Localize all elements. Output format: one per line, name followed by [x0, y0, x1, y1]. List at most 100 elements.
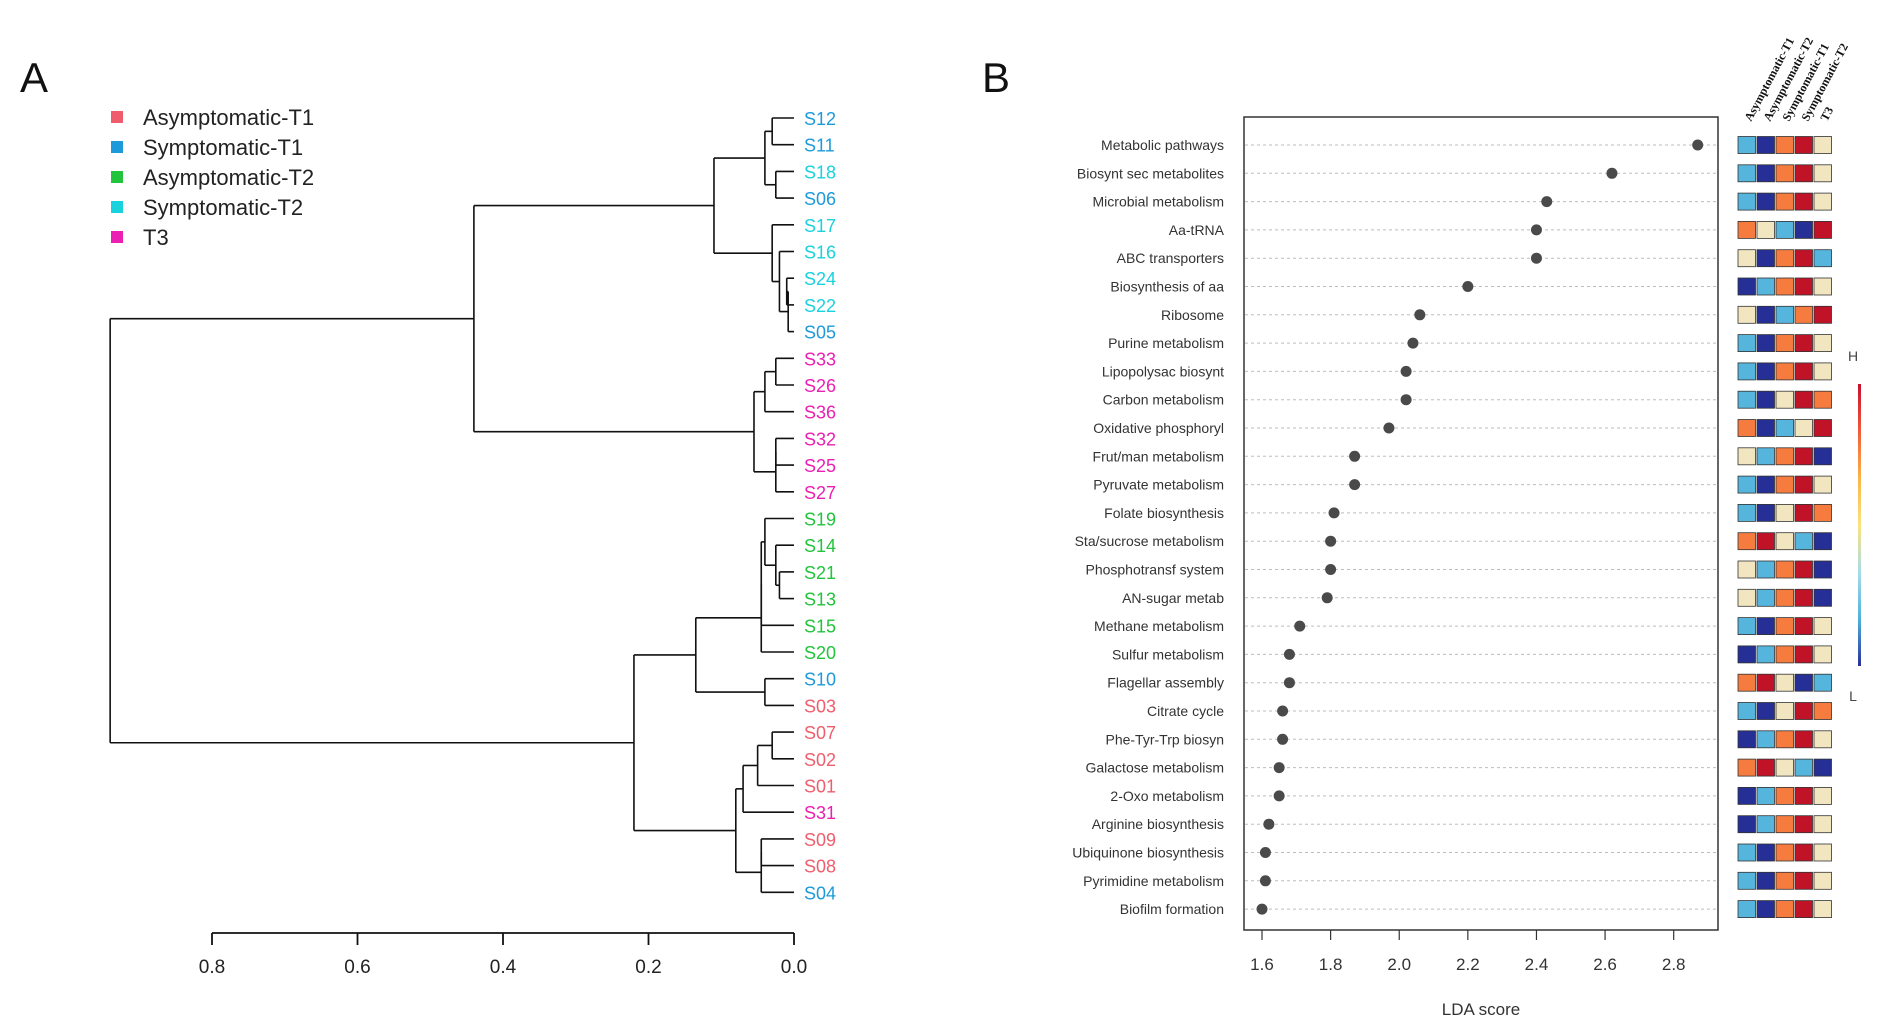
- x-tick-label: 2.4: [1525, 955, 1549, 974]
- heatmap-cell: [1737, 475, 1756, 494]
- leaf-label: S14: [804, 536, 836, 556]
- heatmap-cell: [1756, 305, 1775, 324]
- heatmap-cell: [1756, 645, 1775, 664]
- lda-point: [1325, 535, 1337, 547]
- axis-tick-label: 0.6: [344, 957, 370, 978]
- heatmap-cell: [1756, 532, 1775, 551]
- heatmap-cell: [1794, 702, 1813, 720]
- heatmap-cell: [1775, 249, 1794, 268]
- heatmap-cell: [1813, 419, 1832, 437]
- heatmap-cell: [1775, 277, 1794, 296]
- heatmap-cell: [1794, 617, 1813, 635]
- lda-point: [1462, 281, 1474, 292]
- leaf-label: S25: [804, 456, 836, 476]
- leaf-label: S16: [804, 243, 836, 263]
- heatmap-cell: [1794, 645, 1813, 664]
- leaf-label: S18: [804, 162, 836, 182]
- leaf-label: S20: [804, 643, 836, 663]
- heatmap-cell: [1775, 305, 1794, 324]
- heatmap-cell: [1813, 390, 1832, 409]
- heatmap-cell: [1775, 164, 1794, 183]
- heatmap-cell: [1794, 390, 1813, 409]
- heatmap-cell: [1813, 871, 1832, 890]
- legend-swatch: [111, 171, 123, 183]
- heatmap-cell: [1794, 334, 1813, 353]
- panel-b-label: B: [982, 54, 1010, 101]
- category-label: Biofilm formation: [1120, 901, 1224, 917]
- heatmap-cell: [1737, 645, 1756, 664]
- category-label: Metabolic pathways: [1101, 137, 1224, 153]
- lda-category-labels: Metabolic pathways Biosynt sec metabolite…: [1072, 137, 1224, 917]
- heatmap-cell: [1756, 617, 1775, 635]
- legend-label: Asymptomatic-T1: [143, 105, 314, 130]
- heatmap-cell: [1775, 560, 1794, 579]
- heatmap-cell: [1794, 900, 1813, 918]
- lda-point: [1400, 394, 1412, 406]
- heatmap-cell: [1737, 503, 1756, 522]
- lda-point: [1277, 733, 1289, 745]
- heatmap-cell: [1775, 730, 1794, 749]
- panel-a-label: A: [20, 54, 48, 101]
- leaf-label: S07: [804, 723, 836, 743]
- category-label: Flagellar assembly: [1107, 675, 1224, 691]
- category-label: Ribosome: [1161, 307, 1224, 323]
- leaf-label: S24: [804, 269, 836, 289]
- lda-point: [1541, 196, 1553, 208]
- heatmap-cell: [1813, 164, 1832, 183]
- leaf-label: S36: [804, 403, 836, 423]
- heatmap-cell: [1756, 447, 1775, 466]
- heatmap-cell: [1813, 475, 1832, 494]
- leaf-label: S15: [804, 616, 836, 636]
- heatmap-cell: [1775, 588, 1794, 607]
- heatmap-cell: [1775, 617, 1794, 635]
- heatmap-cell: [1813, 730, 1832, 749]
- heatmap-cell: [1775, 645, 1794, 664]
- x-tick-label: 2.6: [1593, 955, 1617, 974]
- colorbar-high-label: H: [1848, 348, 1858, 364]
- heatmap-cell: [1813, 447, 1832, 466]
- heatmap-cell: [1813, 532, 1832, 551]
- lda-point: [1273, 762, 1285, 774]
- heatmap-column-header: T3: [1817, 104, 1836, 123]
- colorbar: HL: [1848, 348, 1861, 704]
- heatmap-cell: [1737, 617, 1756, 635]
- category-label: Phosphotransf system: [1085, 562, 1224, 578]
- lda-point: [1325, 564, 1337, 575]
- heatmap-cell: [1813, 136, 1832, 154]
- heatmap-cell: [1813, 560, 1832, 579]
- heatmap-cell: [1775, 503, 1794, 522]
- heatmap-cell: [1813, 702, 1832, 720]
- dendrogram-leaf-labels: S12 S11 S18 S06 S17 S16 S24 S22 S05 S33 S26 S36 S32 S…: [804, 109, 836, 903]
- heatmap-cell: [1756, 758, 1775, 777]
- category-label: Biosynthesis of aa: [1110, 279, 1224, 295]
- heatmap-cell: [1794, 787, 1813, 805]
- heatmap-cell: [1737, 249, 1756, 268]
- lda-gridlines: [1245, 144, 1717, 910]
- heatmap-cell: [1737, 447, 1756, 466]
- lda-point: [1530, 224, 1542, 236]
- heatmap-cell: [1756, 277, 1775, 296]
- heatmap-cell: [1794, 277, 1813, 296]
- heatmap-cell: [1813, 617, 1832, 635]
- colorbar-low-label: L: [1849, 688, 1857, 704]
- heatmap-cell: [1794, 673, 1813, 692]
- heatmap-cell: [1737, 220, 1756, 239]
- leaf-label: S21: [804, 563, 836, 583]
- leaf-label: S04: [804, 883, 836, 903]
- category-label: Pyruvate metabolism: [1093, 477, 1224, 493]
- heatmap-cell: [1756, 419, 1775, 437]
- dendrogram-axis: 0.8 0.6 0.4 0.2 0.0: [199, 932, 807, 978]
- heatmap-cell: [1794, 815, 1813, 834]
- category-label: Galactose metabolism: [1085, 760, 1224, 776]
- heatmap-cell: [1756, 249, 1775, 268]
- heatmap-cell: [1794, 192, 1813, 211]
- heatmap-cell: [1737, 673, 1756, 692]
- axis-tick-label: 0.4: [490, 957, 517, 978]
- heatmap-cell: [1813, 645, 1832, 664]
- heatmap-cell: [1794, 560, 1813, 579]
- heatmap-cell: [1737, 277, 1756, 296]
- heatmap-cell: [1756, 334, 1775, 353]
- heatmap-cell: [1775, 447, 1794, 466]
- legend-label: Symptomatic-T2: [143, 195, 303, 220]
- heatmap-cell: [1813, 334, 1832, 353]
